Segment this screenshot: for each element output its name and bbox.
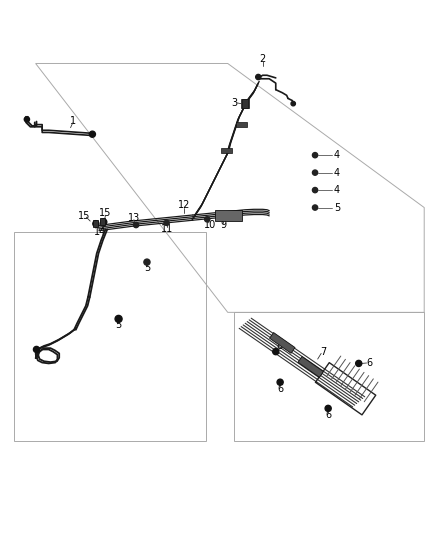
Bar [241, 99, 249, 108]
Circle shape [277, 379, 283, 385]
Text: 4: 4 [334, 168, 340, 177]
Text: 5: 5 [144, 263, 150, 273]
Text: 13: 13 [128, 213, 140, 223]
Circle shape [312, 152, 318, 158]
Bar [221, 148, 232, 153]
Polygon shape [269, 333, 295, 353]
Text: 6: 6 [325, 410, 331, 420]
Circle shape [325, 405, 331, 411]
Circle shape [312, 188, 318, 193]
Text: 5: 5 [334, 203, 340, 213]
Text: 5: 5 [116, 320, 122, 330]
Text: 12: 12 [178, 200, 190, 211]
Circle shape [356, 360, 362, 367]
Text: 14: 14 [94, 228, 106, 237]
Bar [242, 99, 248, 108]
Circle shape [144, 259, 150, 265]
Text: 15: 15 [99, 208, 112, 218]
Text: 8: 8 [276, 342, 283, 351]
Text: 11: 11 [160, 224, 173, 235]
Text: 15: 15 [78, 211, 90, 221]
Circle shape [291, 101, 295, 106]
Text: 4: 4 [334, 150, 340, 160]
Bar [100, 219, 106, 225]
Text: 2: 2 [260, 54, 266, 64]
Circle shape [93, 221, 99, 227]
Polygon shape [298, 357, 323, 377]
Text: 1: 1 [70, 116, 76, 126]
Bar [215, 210, 242, 221]
Bar [237, 122, 247, 127]
Circle shape [164, 220, 169, 225]
Circle shape [256, 75, 261, 79]
Text: 3: 3 [231, 98, 237, 108]
Text: 7: 7 [321, 346, 327, 357]
Circle shape [205, 217, 210, 222]
Circle shape [33, 346, 39, 352]
Bar [93, 220, 99, 227]
Circle shape [24, 117, 29, 122]
Text: 4: 4 [334, 185, 340, 195]
Circle shape [312, 170, 318, 175]
Circle shape [273, 349, 279, 354]
Text: 10: 10 [204, 220, 216, 230]
Circle shape [115, 316, 122, 322]
Text: 6: 6 [277, 384, 283, 394]
Text: 9: 9 [220, 220, 226, 230]
Text: 6: 6 [366, 358, 372, 368]
Circle shape [312, 205, 318, 210]
Circle shape [89, 131, 95, 138]
Circle shape [101, 219, 107, 225]
Circle shape [134, 222, 139, 228]
